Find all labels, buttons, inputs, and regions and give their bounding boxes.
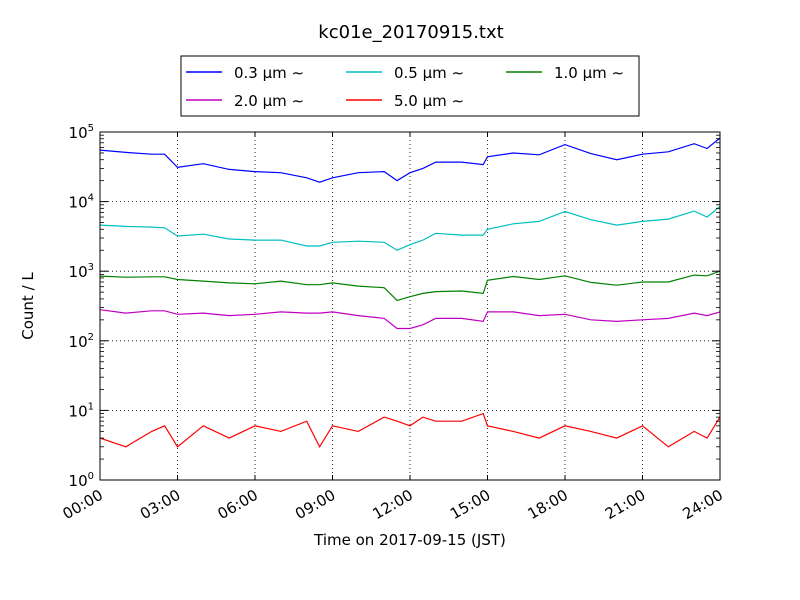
y-tick-label: 105: [69, 123, 94, 142]
legend-entry-label: 2.0 μm ∼: [234, 92, 304, 110]
x-axis-label: Time on 2017-09-15 (JST): [313, 531, 506, 549]
legend-entry-label: 0.3 μm ∼: [234, 64, 304, 82]
legend-entry-label: 5.0 μm ∼: [394, 92, 464, 110]
series-line-1: [99, 137, 721, 183]
x-tick-label: 06:00: [215, 486, 261, 523]
x-tick-label: 18:00: [525, 486, 571, 523]
series-lines: [99, 137, 721, 449]
x-tick-label: 21:00: [602, 486, 648, 523]
x-tick-label: 00:00: [60, 486, 106, 523]
legend-entry-label: 0.5 μm ∼: [394, 64, 464, 82]
legend-entry-label: 1.0 μm ∼: [554, 64, 624, 82]
y-tick-label: 102: [69, 332, 94, 351]
y-axis-label: Count / L: [19, 272, 37, 340]
y-axis: 100 101 102 103 104 105: [69, 123, 720, 490]
grid-lines: [100, 132, 720, 480]
y-tick-label: 104: [69, 193, 94, 212]
x-tick-label: 03:00: [137, 486, 183, 523]
legend-box: [180, 55, 640, 117]
x-tick-label: 24:00: [680, 486, 726, 523]
chart-legend: 0.3 μm ∼ 0.5 μm ∼ 1.0 μm ∼ 2.0 μm ∼ 5.0 μm ∼: [180, 55, 640, 117]
x-tick-label: 09:00: [292, 486, 338, 523]
series-line-4: [99, 309, 721, 330]
series-line-3: [99, 270, 721, 302]
y-tick-label: 103: [69, 262, 94, 281]
x-axis: 00:00 03:00 06:00 09:00 12:00 15:00 18:00 21:00…: [60, 132, 726, 523]
series-line-2: [99, 206, 721, 251]
x-tick-label: 15:00: [447, 486, 493, 523]
y-tick-label: 100: [69, 471, 94, 490]
series-line-5: [99, 412, 721, 449]
y-tick-label: 101: [69, 401, 94, 420]
chart-title: kc01e_20170915.txt: [318, 22, 503, 43]
x-tick-label: 12:00: [370, 486, 416, 523]
